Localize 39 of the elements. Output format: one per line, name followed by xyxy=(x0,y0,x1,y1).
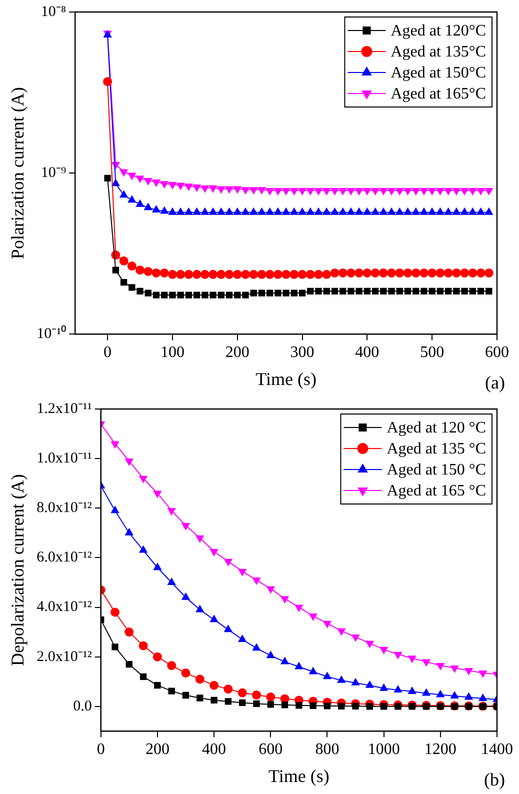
legend-label: Aged at 135 °C xyxy=(386,440,486,458)
x-tick-label: 1200 xyxy=(424,741,456,758)
x-tick-label: 300 xyxy=(290,344,314,362)
y-tick-label: 4.0x10⁻¹² xyxy=(36,599,92,616)
legend-label: Aged at 150°C xyxy=(390,64,486,82)
y-tick-label: 10⁻⁹ xyxy=(40,165,66,182)
x-tick-label: 0 xyxy=(104,344,112,362)
legend-label: Aged at 165°C xyxy=(390,86,486,103)
y-axis-title: Polarization current (A) xyxy=(8,87,28,260)
x-axis-title: Time (s) xyxy=(268,766,330,786)
y-tick-label: 0.0 xyxy=(73,698,92,714)
y-tick-label: 1.2x10⁻¹¹ xyxy=(36,400,92,417)
x-tick-label: 1400 xyxy=(481,741,513,758)
x-tick-label: 600 xyxy=(485,344,509,362)
x-tick-label: 200 xyxy=(225,344,250,362)
x-tick-label: 500 xyxy=(420,344,444,362)
y-tick-label: 10⁻¹⁰ xyxy=(36,325,66,342)
x-tick-label: 800 xyxy=(315,741,340,758)
x-tick-label: 1000 xyxy=(368,741,400,758)
y-tick-label: 6.0x10⁻¹² xyxy=(36,550,92,566)
y-tick-label: 8.0x10⁻¹² xyxy=(36,500,92,516)
x-tick-label: 600 xyxy=(258,741,283,758)
y-tick-label: 10⁻⁸ xyxy=(40,4,66,20)
x-tick-label: 0 xyxy=(96,741,105,758)
legend-label: Aged at 120 °C xyxy=(386,420,486,437)
x-tick-label: 100 xyxy=(160,344,184,362)
x-tick-label: 400 xyxy=(202,741,226,758)
y-axis-title: Depolarization current (A) xyxy=(8,474,28,666)
x-tick-label: 400 xyxy=(355,344,380,362)
y-tick-label: 2.0x10⁻¹² xyxy=(36,648,92,665)
x-axis-title: Time (s) xyxy=(256,368,316,389)
legend-label: Aged at 165 °C xyxy=(386,482,486,500)
legend-label: Aged at 120°C xyxy=(390,22,486,40)
x-tick-label: 200 xyxy=(145,741,170,758)
legend-label: Aged at 150 °C xyxy=(386,462,486,479)
text: (b) xyxy=(484,770,505,790)
y-tick-label: 1.0x10⁻¹¹ xyxy=(36,450,92,467)
text: (a) xyxy=(485,372,505,393)
legend-label: Aged at 135°C xyxy=(390,44,486,61)
